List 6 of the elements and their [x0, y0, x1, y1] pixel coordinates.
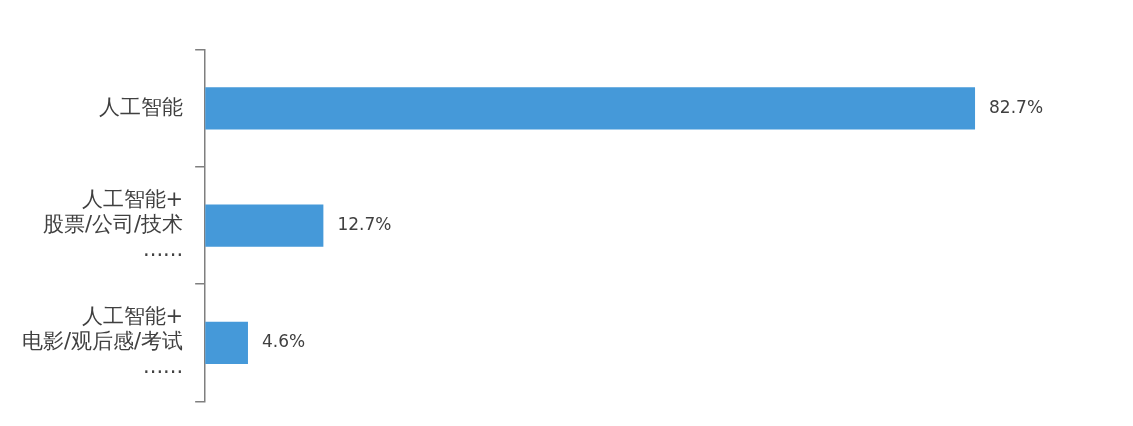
data-label: 82.7%: [989, 96, 1044, 117]
y-tick-label: 人工智能+ 电影/观后感/考试 ......: [21, 304, 184, 379]
data-label: 4.6%: [261, 331, 306, 352]
data-label: 12.7%: [337, 214, 392, 235]
y-tick-label: 人工智能: [99, 94, 184, 119]
y-tick-label: 人工智能+ 股票/公司/技术 ......: [42, 186, 184, 262]
